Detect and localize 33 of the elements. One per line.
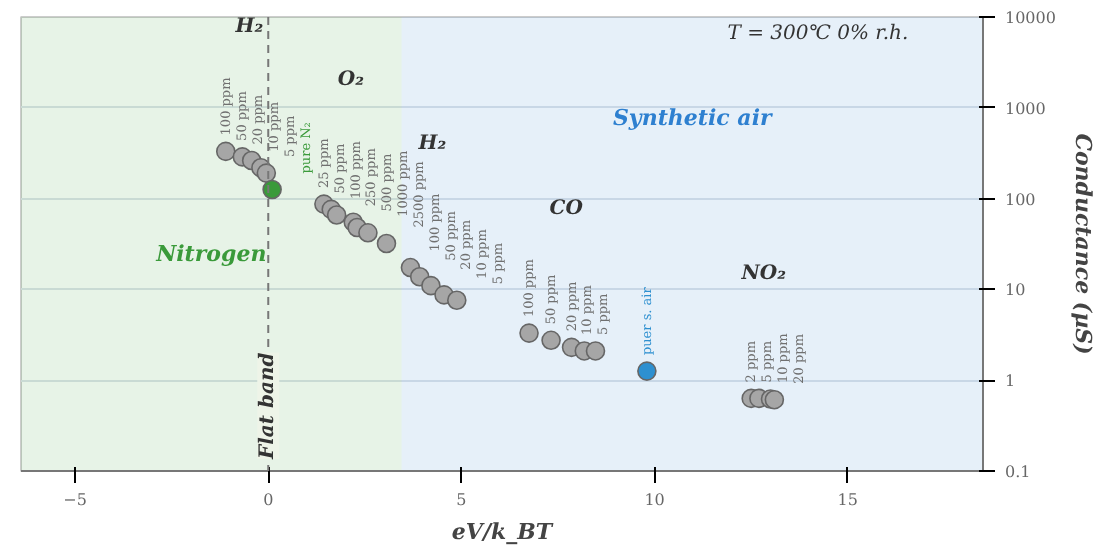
point <box>326 205 347 225</box>
point <box>262 179 282 200</box>
x-tick-label: −5 <box>63 491 87 509</box>
point <box>215 141 236 162</box>
annotation: H₂ <box>416 132 448 155</box>
point <box>421 275 441 296</box>
point <box>447 290 467 310</box>
x-tick-label: 10 <box>644 491 665 509</box>
band-label: Synthetic air <box>612 104 774 131</box>
point <box>358 223 378 243</box>
x-axis-title: eV/k_BT <box>451 519 554 545</box>
x-tick-label: 15 <box>837 491 858 509</box>
x-tick-label: 5 <box>456 491 467 509</box>
point <box>637 361 657 381</box>
annotation: O₂ <box>337 69 366 92</box>
y-axis-title: Conductance (µS) <box>1069 133 1096 355</box>
y-tick-label: 10 <box>1005 281 1026 300</box>
band-label: Nitrogen <box>154 240 267 267</box>
y-tick-label: 100 <box>1005 190 1036 209</box>
y-tick-label: 1000 <box>1005 99 1046 118</box>
y-tick-label: 1 <box>1005 372 1016 391</box>
point <box>376 233 397 254</box>
annotation: CO <box>549 198 584 221</box>
annotation: T = 300℃ 0% r.h. <box>727 23 909 45</box>
point <box>519 323 539 343</box>
y-tick-label: 10000 <box>1005 9 1056 27</box>
annotation: NO₂ <box>739 263 788 286</box>
ref-line-label: Flat band <box>257 352 280 461</box>
point <box>585 341 606 361</box>
x-tick-label: 0 <box>263 491 274 509</box>
y-tick-label: 0.1 <box>1005 463 1031 481</box>
point <box>541 330 561 351</box>
annotation: H₂ <box>233 16 265 39</box>
